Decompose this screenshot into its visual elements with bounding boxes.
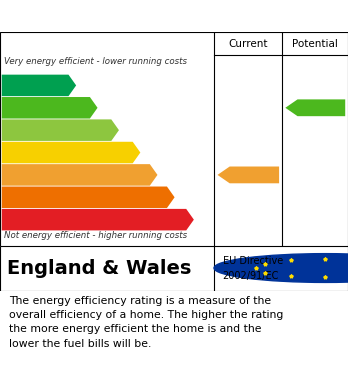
Text: D: D bbox=[128, 145, 139, 160]
Polygon shape bbox=[218, 167, 279, 183]
Text: Potential: Potential bbox=[292, 39, 338, 48]
Text: 52: 52 bbox=[245, 168, 265, 182]
Text: C: C bbox=[108, 123, 118, 137]
Text: E: E bbox=[147, 168, 157, 182]
Text: 2002/91/EC: 2002/91/EC bbox=[223, 271, 279, 281]
Polygon shape bbox=[2, 97, 97, 118]
Text: (55-68): (55-68) bbox=[6, 148, 37, 157]
Text: (69-80): (69-80) bbox=[6, 126, 37, 135]
Text: Very energy efficient - lower running costs: Very energy efficient - lower running co… bbox=[4, 57, 187, 66]
Text: F: F bbox=[164, 190, 174, 204]
Text: 81: 81 bbox=[313, 101, 332, 115]
Text: EU Directive: EU Directive bbox=[223, 256, 283, 266]
Polygon shape bbox=[2, 75, 76, 96]
Text: Current: Current bbox=[228, 39, 268, 48]
Text: Not energy efficient - higher running costs: Not energy efficient - higher running co… bbox=[4, 231, 187, 240]
Text: Energy Efficiency Rating: Energy Efficiency Rating bbox=[9, 9, 230, 24]
Polygon shape bbox=[2, 142, 140, 163]
Text: (21-38): (21-38) bbox=[6, 193, 37, 202]
Polygon shape bbox=[2, 209, 194, 230]
Text: (1-20): (1-20) bbox=[6, 215, 32, 224]
Text: (92-100): (92-100) bbox=[6, 81, 42, 90]
Text: (81-91): (81-91) bbox=[6, 103, 37, 112]
Polygon shape bbox=[2, 187, 175, 208]
Text: G: G bbox=[181, 213, 193, 227]
Text: England & Wales: England & Wales bbox=[7, 258, 191, 278]
Polygon shape bbox=[2, 164, 157, 186]
Text: The energy efficiency rating is a measure of the
overall efficiency of a home. T: The energy efficiency rating is a measur… bbox=[9, 296, 283, 349]
Polygon shape bbox=[2, 119, 119, 141]
Text: A: A bbox=[64, 79, 75, 92]
Text: B: B bbox=[86, 101, 96, 115]
Text: (39-54): (39-54) bbox=[6, 170, 37, 179]
Polygon shape bbox=[285, 99, 345, 116]
Circle shape bbox=[214, 254, 348, 282]
